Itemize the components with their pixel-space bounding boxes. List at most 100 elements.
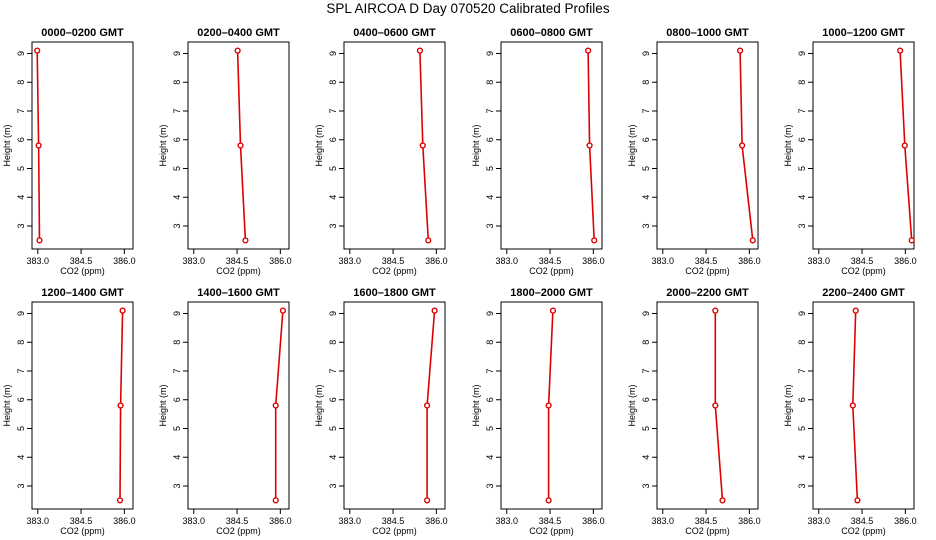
panel-title: 1200–1400 GMT	[41, 287, 124, 299]
y-tick-label: 5	[172, 166, 182, 171]
data-point	[719, 497, 726, 504]
panel-title: 2200–2400 GMT	[822, 287, 905, 299]
y-tick-label: 5	[328, 166, 338, 171]
y-tick-label: 3	[172, 483, 182, 488]
x-tick-label: 386.0	[582, 256, 605, 266]
plot-frame	[656, 301, 759, 510]
x-tick-label: 384.5	[851, 516, 874, 526]
data-point	[119, 307, 126, 314]
y-tick-label: 4	[16, 455, 26, 460]
data-point	[545, 402, 552, 409]
x-tick-label: 386.0	[113, 516, 136, 526]
plot-frame	[187, 41, 290, 250]
data-point	[545, 497, 552, 504]
x-tick-label: 386.0	[894, 256, 917, 266]
data-point	[712, 402, 719, 409]
y-tick-label: 5	[797, 426, 807, 431]
data-point	[431, 307, 438, 314]
y-axis-label: Height (m)	[471, 124, 481, 166]
data-point	[234, 47, 241, 54]
y-tick-label: 9	[485, 51, 495, 56]
x-tick-label: 384.5	[226, 516, 249, 526]
y-tick-label: 8	[797, 80, 807, 85]
x-tick-label: 383.0	[27, 256, 50, 266]
y-tick-label: 7	[16, 368, 26, 373]
y-tick-label: 7	[485, 108, 495, 113]
y-tick-label: 5	[641, 166, 651, 171]
x-axis-label: CO2 (ppm)	[372, 266, 417, 276]
plot-frame	[500, 41, 603, 250]
x-tick-label: 384.5	[70, 256, 93, 266]
x-tick-label: 384.5	[695, 516, 718, 526]
plot-frame	[812, 41, 915, 250]
panel-title: 0200–0400 GMT	[197, 27, 280, 39]
y-tick-label: 9	[641, 51, 651, 56]
y-tick-label: 8	[16, 80, 26, 85]
x-axis-label: CO2 (ppm)	[841, 266, 886, 276]
plot-frame	[31, 41, 134, 250]
x-tick-label: 383.0	[496, 516, 519, 526]
y-tick-label: 9	[485, 311, 495, 316]
data-point	[237, 142, 244, 149]
y-tick-label: 6	[485, 137, 495, 142]
x-tick-label: 386.0	[738, 516, 761, 526]
data-point	[849, 402, 856, 409]
data-point	[419, 142, 426, 149]
y-tick-label: 6	[16, 137, 26, 142]
y-tick-label: 8	[797, 340, 807, 345]
y-tick-label: 6	[797, 137, 807, 142]
y-tick-label: 7	[328, 368, 338, 373]
x-axis-label: CO2 (ppm)	[529, 526, 574, 536]
y-tick-label: 3	[485, 483, 495, 488]
y-tick-label: 6	[172, 397, 182, 402]
y-tick-label: 5	[16, 426, 26, 431]
x-axis-label: CO2 (ppm)	[60, 266, 105, 276]
y-tick-label: 7	[797, 368, 807, 373]
y-tick-label: 4	[641, 195, 651, 200]
y-tick-label: 9	[328, 51, 338, 56]
y-tick-label: 5	[16, 166, 26, 171]
x-tick-label: 384.5	[851, 256, 874, 266]
y-tick-label: 9	[641, 311, 651, 316]
y-tick-label: 3	[641, 483, 651, 488]
y-tick-label: 3	[797, 483, 807, 488]
y-tick-label: 4	[485, 195, 495, 200]
y-tick-label: 6	[485, 397, 495, 402]
y-tick-label: 9	[797, 51, 807, 56]
y-tick-label: 4	[328, 455, 338, 460]
x-tick-label: 384.5	[539, 256, 562, 266]
panel-title: 1800–2000 GMT	[510, 287, 593, 299]
panel-2: 0200–0400 GMT 383.0 384.5 386.0 3 4 5 6 7 8 9 CO2 (…	[158, 27, 292, 276]
y-tick-label: 5	[172, 426, 182, 431]
y-tick-label: 6	[328, 397, 338, 402]
y-tick-label: 7	[485, 368, 495, 373]
x-tick-label: 384.5	[382, 256, 405, 266]
y-tick-label: 6	[172, 137, 182, 142]
x-axis-label: CO2 (ppm)	[216, 266, 261, 276]
x-tick-label: 386.0	[113, 256, 136, 266]
y-tick-label: 4	[797, 455, 807, 460]
x-axis-label: CO2 (ppm)	[685, 526, 730, 536]
x-tick-label: 384.5	[70, 516, 93, 526]
y-tick-label: 8	[172, 340, 182, 345]
plot-frame	[31, 301, 134, 510]
panel-8: 1400–1600 GMT 383.0 384.5 386.0 3 4 5 6 7 8 9 CO2 (…	[158, 287, 292, 536]
data-point	[852, 307, 859, 314]
y-tick-label: 6	[641, 397, 651, 402]
plot-frame	[812, 301, 915, 510]
x-tick-label: 386.0	[425, 516, 448, 526]
x-tick-label: 384.5	[695, 256, 718, 266]
x-tick-label: 386.0	[425, 256, 448, 266]
y-tick-label: 4	[485, 455, 495, 460]
y-tick-label: 8	[16, 340, 26, 345]
y-tick-label: 7	[641, 108, 651, 113]
y-tick-label: 8	[485, 80, 495, 85]
y-tick-label: 6	[16, 397, 26, 402]
y-tick-label: 8	[485, 340, 495, 345]
x-axis-label: CO2 (ppm)	[685, 266, 730, 276]
data-point	[908, 237, 915, 244]
panel-title: 0000–0200 GMT	[41, 27, 124, 39]
y-tick-label: 6	[641, 137, 651, 142]
y-tick-label: 5	[485, 426, 495, 431]
